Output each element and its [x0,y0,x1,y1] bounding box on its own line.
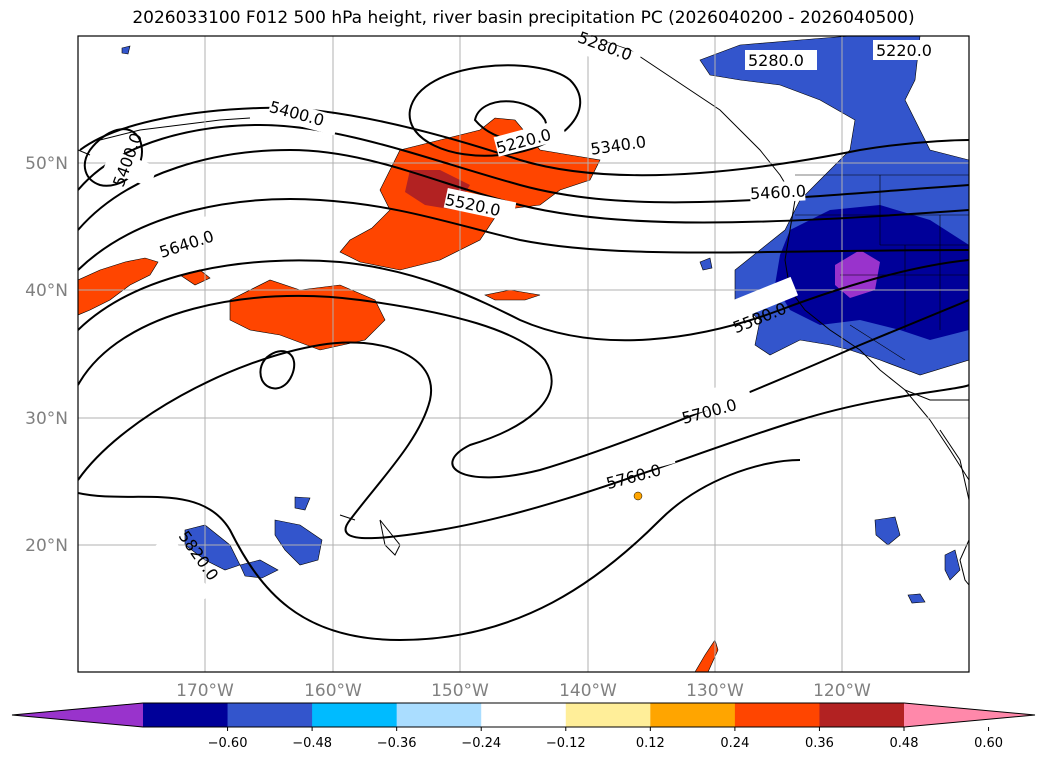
coastlines [78,39,969,586]
colorbar-segment [565,703,651,727]
map-title: 2026033100 F012 500 hPa height, river ba… [132,8,915,28]
colorbar-tick-label: −0.60 [208,736,248,751]
longitude-axis: 170°W 160°W 150°W 140°W 130°W 120°W [176,681,871,701]
latitude-axis: 50°N 40°N 30°N 20°N [25,154,68,556]
colorbar-segment [734,703,820,727]
colorbar-tick-label: 0.36 [805,736,834,751]
longitude-label: 120°W [813,681,871,701]
colorbar-tick-label: −0.24 [461,736,501,751]
contour-label: 5460.0 [750,181,807,203]
colorbar: −0.60 −0.48 −0.36 −0.24 −0.12 0.12 0.24 0.36 0.4… [11,702,1036,751]
colorbar-segment [227,703,313,727]
colorbar-tick-label: 0.12 [636,736,665,751]
contour-label: 5220.0 [876,41,932,60]
colorbar-extend-max [904,703,1035,727]
colorbar-segment [396,703,482,727]
longitude-label: 150°W [431,681,489,701]
latitude-label: 20°N [25,536,68,556]
colorbar-tick-label: −0.12 [546,736,586,751]
colorbar-segment [650,703,736,727]
colorbar-tick-label: −0.48 [292,736,332,751]
borders [795,174,969,361]
map-frame [77,35,970,673]
colorbar-tick-label: 0.60 [974,736,1003,751]
colorbar-tick-label: 0.48 [890,736,919,751]
contour-label: 5280.0 [748,51,804,70]
colorbar-segment [143,703,229,727]
longitude-label: 130°W [686,681,744,701]
colorbar-segment [819,703,905,727]
colorbar-tick-label: −0.36 [377,736,417,751]
colorbar-tick-label: 0.24 [720,736,749,751]
colorbar-segment [312,703,398,727]
colorbar-extend-min [12,703,143,727]
latitude-label: 40°N [25,281,68,301]
longitude-label: 160°W [304,681,362,701]
colorbar-outline [11,702,1036,728]
colorbar-segment [481,703,567,727]
latitude-label: 30°N [25,409,68,429]
contour-labels: 5280.0 5280.0 5220.0 5400.0 5400.0 5220.… [103,28,945,606]
longitude-label: 140°W [559,681,617,701]
height-contours [78,64,969,642]
longitude-label: 170°W [176,681,234,701]
latitude-label: 50°N [25,154,68,174]
